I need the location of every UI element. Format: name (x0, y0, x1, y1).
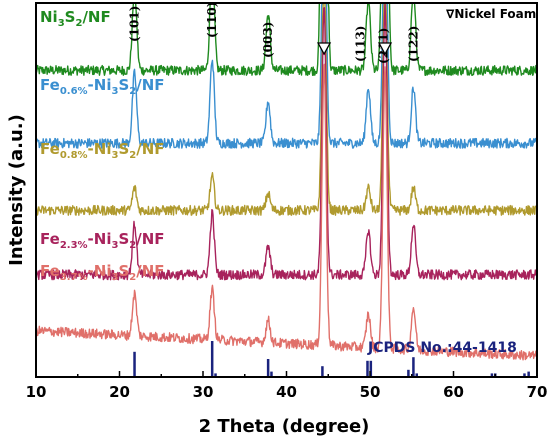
x-tick-label-60: 60 (443, 383, 464, 401)
series-label-3: Fe2.3%-Ni3S2/NF (40, 230, 165, 251)
x-tick-label-50: 50 (360, 383, 381, 401)
jcpds-label: JCPDS No.:44-1418 (367, 340, 517, 356)
peak-label: (113) (353, 26, 367, 62)
x-ticks: 10 20 30 40 50 60 70 (26, 371, 548, 401)
x-tick-label-40: 40 (276, 383, 297, 401)
series-line-2 (35, 2, 538, 216)
peak-label: (003) (261, 22, 275, 58)
series-line-4 (35, 63, 538, 361)
series-label-2: Fe0.8%-Ni3S2/NF (40, 140, 165, 161)
nickel-foam-marker-icon (316, 42, 332, 56)
plot-frame (35, 2, 538, 378)
peak-label: (101) (128, 6, 142, 42)
x-tick-label-30: 30 (193, 383, 214, 401)
axes-frame (35, 2, 538, 378)
peak-label: (122) (406, 26, 420, 62)
nickel-foam-marker-icon (377, 42, 393, 56)
xrd-curves (35, 2, 538, 361)
y-axis-title: Intensity (a.u.) (6, 114, 27, 266)
series-line-3 (35, 3, 538, 281)
series-label-0: Ni3S2/NF (40, 8, 111, 29)
series-line-1 (35, 2, 538, 149)
series-label-4: Fe3.7%-Ni3S2/NF (40, 262, 165, 283)
x-tick-label-10: 10 (26, 383, 47, 401)
x-tick-label-20: 20 (109, 383, 130, 401)
peak-label: (110) (205, 2, 219, 38)
nickel-foam-legend: ∇Nickel Foam (446, 7, 536, 21)
x-axis-title: 2 Theta (degree) (199, 416, 370, 437)
reference-lines (133, 341, 530, 377)
x-tick-label-70: 70 (527, 383, 548, 401)
series-line-0 (35, 2, 538, 76)
series-label-1: Fe0.6%-Ni3S2/NF (40, 76, 165, 97)
annotations: Ni3S2/NF Fe0.6%-Ni3S2/NF Fe0.8%-Ni3S2/NF Fe… (40, 2, 420, 283)
